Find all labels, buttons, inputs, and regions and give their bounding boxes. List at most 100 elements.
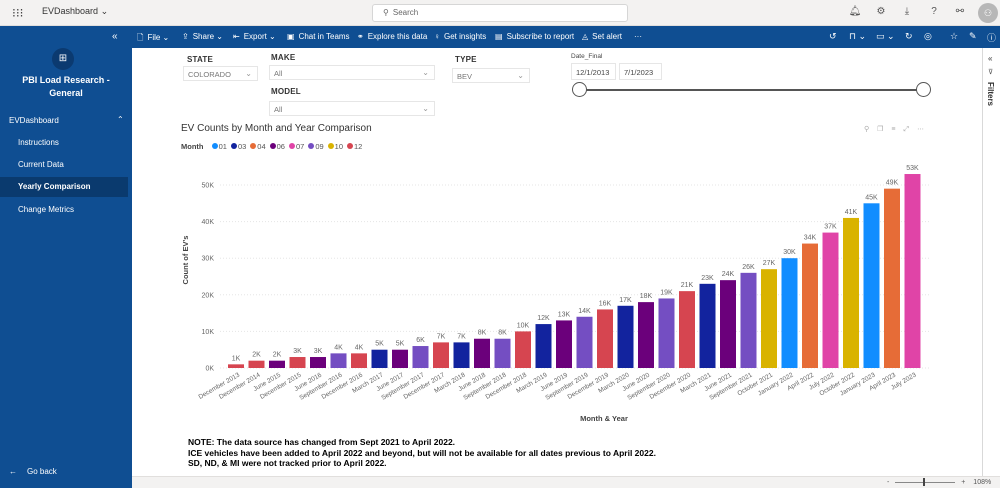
chevron-up-icon[interactable]: ⌃ xyxy=(117,115,124,124)
chat-in-teams-button[interactable]: ▣ Chat in Teams xyxy=(287,32,350,41)
bar[interactable] xyxy=(371,349,388,368)
app-name-dropdown[interactable]: EVDashboard ⌄ xyxy=(42,6,108,17)
sidebar-item-change-metrics[interactable]: Change Metrics xyxy=(18,205,75,214)
bar[interactable] xyxy=(494,338,511,368)
bar[interactable] xyxy=(822,232,839,368)
bar[interactable] xyxy=(884,188,900,368)
bar[interactable] xyxy=(433,342,449,368)
date-slider-start-handle[interactable] xyxy=(572,82,587,97)
bookmark-icon[interactable]: ⊓ ⌄ xyxy=(849,31,867,41)
more-options-button[interactable]: ··· xyxy=(634,32,642,41)
set-alert-button[interactable]: ◬ Set alert xyxy=(582,32,622,41)
comment-icon[interactable]: ◎ xyxy=(924,31,932,41)
model-dropdown[interactable]: All ⌄ xyxy=(269,101,435,116)
help-icon[interactable]: ? xyxy=(931,6,937,17)
end-date-input[interactable]: 7/1/2023 xyxy=(619,63,662,80)
more-options-icon[interactable]: ⋯ xyxy=(917,126,925,133)
legend-item[interactable]: 09 xyxy=(308,142,324,151)
bar[interactable] xyxy=(330,353,347,368)
refresh-icon[interactable]: ↻ xyxy=(905,31,913,41)
bar[interactable] xyxy=(248,360,265,368)
bar[interactable] xyxy=(392,349,408,368)
date-range-slider-track[interactable] xyxy=(580,89,925,91)
reset-icon[interactable]: ↺ xyxy=(829,31,837,41)
state-dropdown[interactable]: COLORADO ⌄ xyxy=(183,66,258,81)
copy-icon[interactable]: ❐ xyxy=(877,126,884,133)
bar[interactable] xyxy=(556,320,572,368)
sidebar-item-current-data[interactable]: Current Data xyxy=(18,160,64,169)
gear-icon[interactable]: ⚙ xyxy=(876,6,886,17)
zoom-in-button[interactable]: + xyxy=(961,479,966,486)
legend-item[interactable]: 01 xyxy=(211,142,227,151)
bar[interactable] xyxy=(658,298,675,368)
filters-pane[interactable]: « ⊽ Filters xyxy=(982,48,1000,476)
app-launcher-icon[interactable]: ⁝⁝⁝ xyxy=(12,6,24,20)
collapse-filters-icon[interactable]: « xyxy=(988,54,993,63)
bar[interactable] xyxy=(699,283,716,368)
start-date-input[interactable]: 12/1/2013 xyxy=(571,63,616,80)
bar[interactable] xyxy=(289,357,306,368)
date-slider-end-handle[interactable] xyxy=(916,82,931,97)
collapse-nav-icon[interactable]: « xyxy=(112,31,118,42)
legend-item[interactable]: 10 xyxy=(327,142,343,151)
bell-icon[interactable]: 🔔︎ xyxy=(848,6,862,17)
bar[interactable] xyxy=(310,357,326,368)
bar[interactable] xyxy=(781,258,798,368)
favorite-star-icon[interactable]: ☆ xyxy=(950,31,959,41)
sidebar-item-instructions[interactable]: Instructions xyxy=(18,138,59,147)
focus-mode-icon[interactable]: ⤢ xyxy=(903,126,910,133)
file-menu[interactable]: 🗋︎ File ⌄ xyxy=(137,33,170,42)
bar[interactable] xyxy=(802,243,818,368)
bar[interactable] xyxy=(453,342,470,368)
sidebar-item-yearly-comparison[interactable]: Yearly Comparison xyxy=(0,177,128,197)
bar[interactable] xyxy=(597,309,613,368)
data-label: 30K xyxy=(783,249,796,256)
zoom-slider[interactable] xyxy=(895,477,956,486)
share-menu[interactable]: ⇪ Share ⌄ xyxy=(182,32,223,41)
bar[interactable] xyxy=(863,203,880,368)
legend-item[interactable]: 03 xyxy=(230,142,246,151)
legend-item[interactable]: 07 xyxy=(288,142,304,151)
bar[interactable] xyxy=(638,302,654,368)
make-dropdown[interactable]: All ⌄ xyxy=(269,65,435,80)
explore-data-button[interactable]: ⚭ Explore this data xyxy=(357,32,427,41)
data-label: 49K xyxy=(886,180,899,187)
bar[interactable] xyxy=(228,364,244,368)
bar[interactable] xyxy=(679,291,695,368)
filter-visual-icon[interactable]: ≡ xyxy=(891,126,896,133)
bar[interactable] xyxy=(515,331,531,368)
bar[interactable] xyxy=(740,272,757,368)
legend-item[interactable]: 04 xyxy=(250,142,266,151)
bar[interactable] xyxy=(474,338,490,368)
search-input[interactable]: ⚲ Search xyxy=(372,4,628,22)
bar[interactable] xyxy=(576,316,593,368)
zoom-out-button[interactable]: - xyxy=(887,479,890,486)
data-label: 2K xyxy=(273,352,282,359)
bar[interactable] xyxy=(535,324,552,368)
info-icon[interactable]: ⓘ xyxy=(987,33,997,43)
pin-icon[interactable]: ⚲ xyxy=(864,126,870,133)
type-dropdown[interactable]: BEV ⌄ xyxy=(452,68,530,83)
subscribe-button[interactable]: ▤ Subscribe to report xyxy=(495,32,574,41)
bar[interactable] xyxy=(351,353,367,368)
bar[interactable] xyxy=(904,174,921,368)
download-icon[interactable]: ⤓ xyxy=(904,6,910,17)
avatar[interactable]: ⚇ xyxy=(978,3,998,23)
bar[interactable] xyxy=(843,217,859,368)
sidebar-section-evdashboard[interactable]: EVDashboard xyxy=(9,116,59,125)
bar[interactable] xyxy=(720,280,736,368)
export-menu[interactable]: ⇤ Export ⌄ xyxy=(233,32,276,41)
edit-pencil-icon[interactable]: ✎ xyxy=(969,31,977,41)
zoom-slider-handle[interactable] xyxy=(923,477,926,486)
view-icon[interactable]: ▭ ⌄ xyxy=(876,31,895,41)
bar[interactable] xyxy=(617,305,634,368)
bar[interactable] xyxy=(269,360,285,368)
legend-item[interactable]: 06 xyxy=(269,142,285,151)
get-insights-button[interactable]: ♀ Get insights xyxy=(434,32,486,41)
legend-item[interactable]: 12 xyxy=(347,142,362,151)
bar[interactable] xyxy=(412,346,429,368)
bar[interactable] xyxy=(761,269,777,368)
share-people-icon[interactable]: ⚯ xyxy=(955,6,965,17)
go-back-button[interactable]: ← Go back xyxy=(9,467,57,476)
chat-label: Chat in Teams xyxy=(298,32,350,41)
